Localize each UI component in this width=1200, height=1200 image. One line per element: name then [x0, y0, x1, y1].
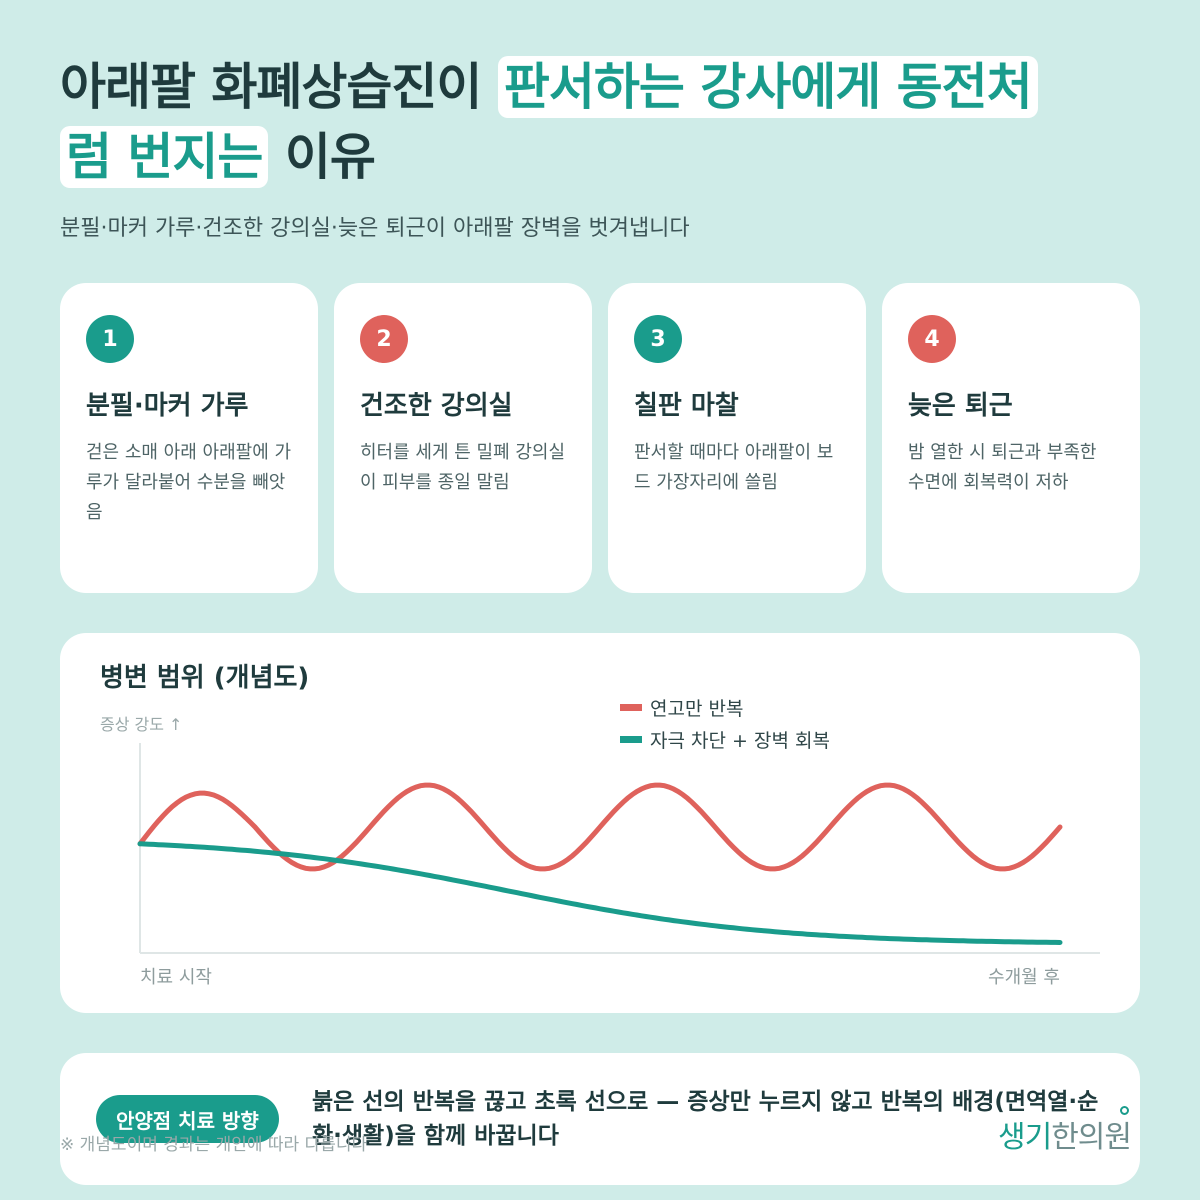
card-title: 분필·마커 가루: [86, 391, 249, 421]
card-number-badge: 1: [86, 315, 134, 363]
page-subtitle: 분필·마커 가루·건조한 강의실·늦은 퇴근이 아래팔 장벽을 벗겨냅니다: [60, 216, 690, 241]
card-description: 판서할 때마다 아래팔이 보드 가장자리에 쓸림: [634, 442, 834, 493]
card-number-badge: 2: [360, 315, 408, 363]
x-axis-start-label: 치료 시작: [140, 967, 212, 988]
title-highlight-1: 판서하는 강사에게 동전처: [497, 56, 1038, 118]
card-title: 건조한 강의실: [360, 391, 513, 421]
card-description: 히터를 세게 튼 밀폐 강의실이 피부를 종일 말림: [360, 442, 566, 493]
cause-cards: 1 분필·마커 가루 걷은 소매 아래 아래팔에 가루가 달라붙어 수분을 빼앗…: [60, 283, 1140, 593]
legend-label: 연고만 반복: [650, 697, 744, 720]
title-highlight-2: 럼 번지는: [60, 126, 269, 188]
x-axis-end-label: 수개월 후: [988, 967, 1060, 988]
series-line-ointment: [137, 782, 1063, 872]
legend-swatch-red: [620, 703, 642, 711]
cause-card-4: 4 늦은 퇴근 밤 열한 시 퇴근과 부족한 수면에 회복력이 저하: [882, 283, 1140, 593]
treatment-description: 붉은 선의 반복을 끊고 초록 선으로 — 증상만 누르지 않고 반복의 배경(…: [312, 1089, 1099, 1149]
clinic-logo: 생기한의원: [998, 1112, 1132, 1156]
footnote: ※ 개념도이며 경과는 개인에 따라 다릅니다: [60, 1135, 368, 1155]
series-line-barrier-recovery: [137, 841, 1063, 945]
title-part2: 이유: [268, 128, 376, 186]
card-description: 밤 열한 시 퇴근과 부족한 수면에 회복력이 저하: [908, 442, 1097, 493]
card-title: 늦은 퇴근: [908, 391, 1013, 421]
y-axis-label: 증상 강도 ↑: [100, 715, 183, 734]
logo-sub: 한의원: [1051, 1120, 1132, 1155]
legend-label: 자극 차단 + 장벽 회복: [650, 729, 830, 752]
legend-item-ointment: 연고만 반복: [620, 691, 830, 723]
cause-card-1: 1 분필·마커 가루 걷은 소매 아래 아래팔에 가루가 달라붙어 수분을 빼앗…: [60, 283, 318, 593]
card-number-badge: 3: [634, 315, 682, 363]
treatment-direction-badge: 안양점 치료 방향: [96, 1095, 279, 1143]
chart-panel: 병변 범위 (개념도) 증상 강도 ↑ 연고만 반복 자극 차단 + 장벽 회복…: [60, 633, 1140, 1013]
cause-card-2: 2 건조한 강의실 히터를 세게 튼 밀폐 강의실이 피부를 종일 말림: [334, 283, 592, 593]
treatment-panel: 안양점 치료 방향 붉은 선의 반복을 끊고 초록 선으로 — 증상만 누르지 …: [60, 1053, 1140, 1185]
cause-card-3: 3 칠판 마찰 판서할 때마다 아래팔이 보드 가장자리에 쓸림: [608, 283, 866, 593]
logo-main: 생기: [998, 1120, 1052, 1155]
title-part1: 아래팔 화폐상습진이: [60, 58, 498, 116]
card-number-badge: 4: [908, 315, 956, 363]
legend-item-barrier: 자극 차단 + 장벽 회복: [620, 723, 830, 755]
card-title: 칠판 마찰: [634, 391, 739, 421]
chart-plot: [137, 743, 1100, 954]
legend-swatch-teal: [620, 735, 642, 743]
chart-title: 병변 범위 (개념도): [100, 663, 310, 693]
chart-legend: 연고만 반복 자극 차단 + 장벽 회복: [620, 691, 830, 755]
card-description: 걷은 소매 아래 아래팔에 가루가 달라붙어 수분을 빼앗음: [86, 442, 292, 523]
logo-dot-icon: [1120, 1106, 1129, 1115]
